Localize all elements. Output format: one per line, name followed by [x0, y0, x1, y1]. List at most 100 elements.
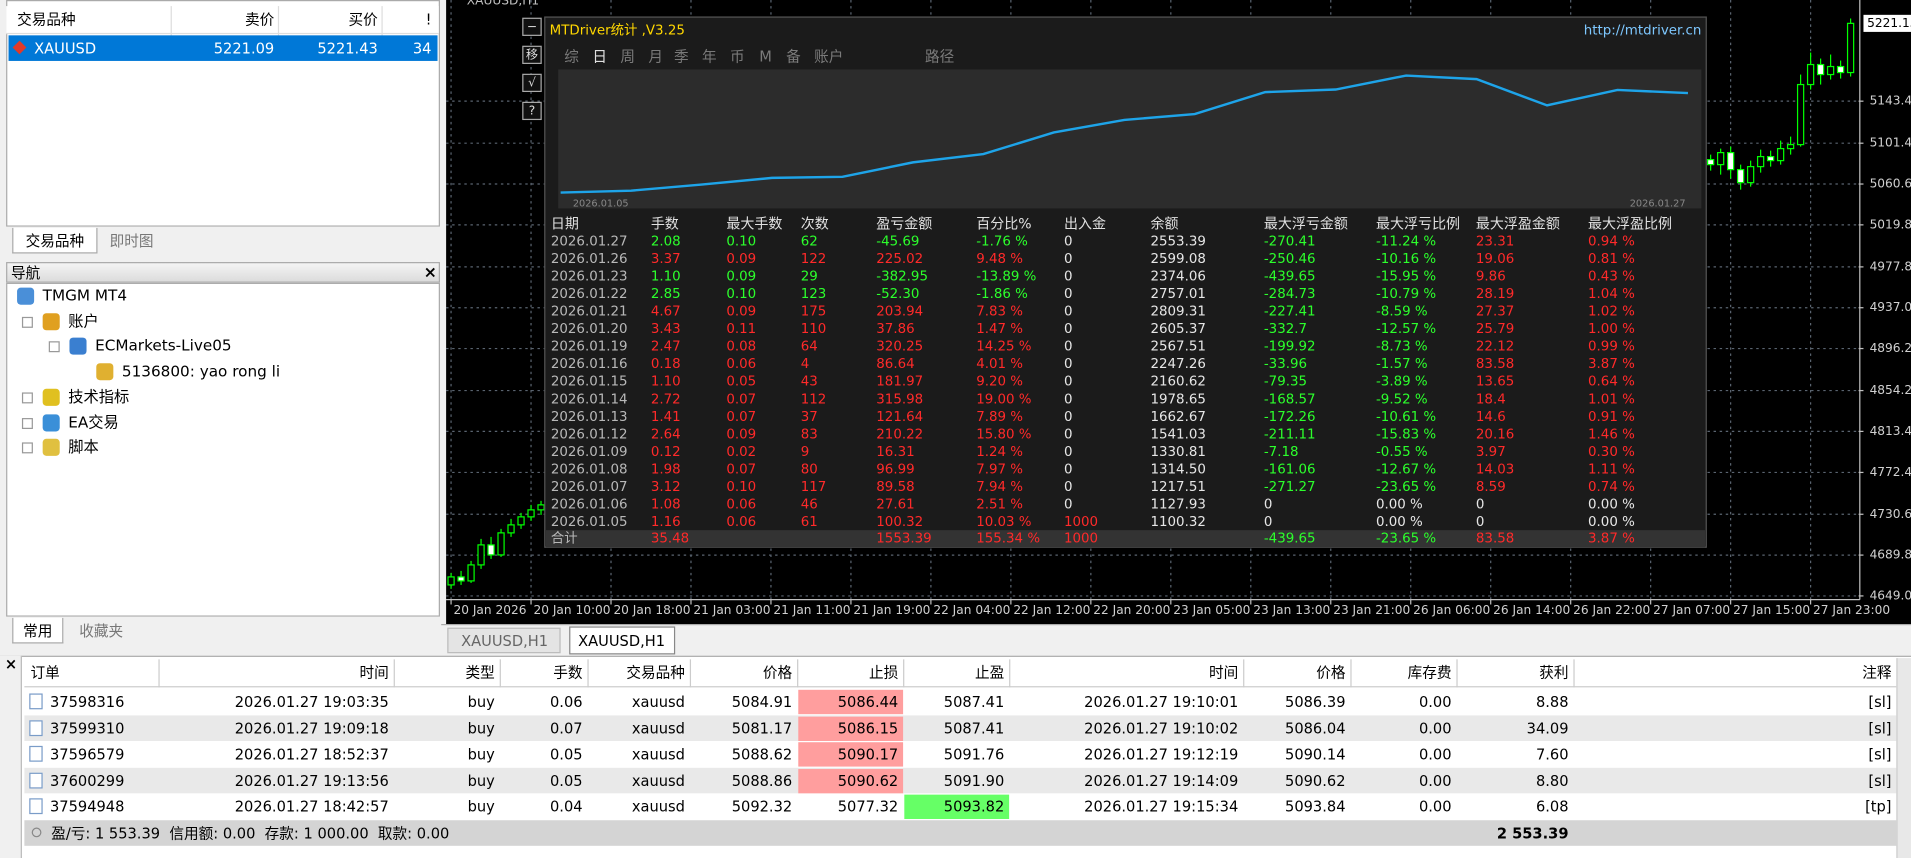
stats-cell: -10.61 %: [1376, 410, 1436, 425]
stats-cell: 0.64 %: [1588, 375, 1635, 390]
stats-cell: 2026.01.26: [551, 252, 628, 267]
order-cell: [tp]: [1865, 798, 1892, 816]
stats-total-row: [546, 530, 1706, 548]
candle-body: [1846, 22, 1855, 74]
stats-cell: 2.72: [651, 392, 681, 407]
order-cell: 2026.01.27 18:52:37: [234, 745, 389, 763]
stats-cell: 3.12: [651, 480, 681, 495]
stats-cell: 1.08: [651, 498, 681, 513]
stats-cell: 4: [801, 357, 810, 372]
y-tick-label: 4813.40: [1870, 424, 1911, 438]
terminal-header-cell: 时间: [359, 664, 389, 682]
stats-cell: 320.25: [876, 340, 923, 355]
stats-cell: 7.97 %: [976, 462, 1023, 477]
stats-cell: 2757.01: [1151, 287, 1206, 302]
y-tick-label: 4730.60: [1870, 507, 1911, 521]
chart-tab: [447, 627, 561, 654]
order-cell: 5092.32: [731, 798, 793, 816]
stats-cell: -332.7: [1264, 322, 1307, 337]
x-tick-label: 26 Jan 22:00: [1573, 603, 1650, 617]
stats-total-cell: 83.58: [1476, 532, 1514, 547]
order-cell: [sl]: [1868, 719, 1892, 737]
stats-cell: 0: [1064, 269, 1073, 284]
stats-cell: 23.31: [1476, 234, 1514, 249]
candle-body: [1826, 65, 1835, 76]
stats-header: 手数: [651, 216, 679, 232]
stats-cell: 0.02: [726, 445, 756, 460]
candle-body: [1726, 151, 1735, 171]
stats-cell: 2247.26: [1151, 357, 1206, 372]
stats-tab: 周: [620, 48, 635, 65]
stats-cell: 0: [1064, 480, 1073, 495]
stats-cell: 0.11: [726, 322, 756, 337]
order-cell: 5088.62: [731, 745, 793, 763]
stats-cell: 225.02: [876, 252, 923, 267]
stats-cell: 0.30 %: [1588, 445, 1635, 460]
stats-cell: 7.83 %: [976, 305, 1023, 320]
stats-cell: 1217.51: [1151, 480, 1206, 495]
current-price-label: 5221.15: [1867, 16, 1911, 30]
stats-cell: -45.69: [876, 234, 919, 249]
stats-tab: 季: [674, 48, 689, 65]
candle-body: [507, 524, 515, 534]
stats-cell: 0.10: [726, 234, 756, 249]
stats-cell: -8.59 %: [1376, 305, 1428, 320]
stats-cell: 86.64: [876, 357, 914, 372]
y-tick-label: 5019.80: [1870, 217, 1911, 231]
stats-cell: 3.43: [651, 322, 681, 337]
order-cell: buy: [467, 745, 495, 763]
order-cell: 0.00: [1418, 719, 1452, 737]
order-row: [24, 714, 1897, 741]
stats-cell: 2026.01.21: [551, 305, 628, 320]
stats-cell: 3.87 %: [1588, 357, 1635, 372]
overlay-button: [522, 101, 542, 121]
stats-cell: 1314.50: [1151, 462, 1206, 477]
stats-cell: -270.41: [1264, 234, 1316, 249]
tab: 即时图: [109, 232, 154, 250]
stats-cell: 0.05: [726, 375, 756, 390]
stats-cell: 0.00 %: [1376, 498, 1423, 513]
navigator-header: [6, 262, 440, 283]
stats-cell: 0: [1264, 515, 1273, 530]
y-tick-label: 4649.00: [1870, 588, 1911, 602]
terminal-header-cell: 库存费: [1407, 664, 1452, 682]
x-tick-label: 20 Jan 18:00: [613, 603, 690, 617]
stats-cell: 14.25 %: [976, 340, 1031, 355]
order-cell: buy: [467, 693, 495, 711]
graph-date: 2026.01.05: [573, 199, 629, 210]
stats-cell: 2026.01.08: [551, 462, 628, 477]
order-cell: 2026.01.27 19:10:02: [1084, 719, 1239, 737]
x-tick-label: 22 Jan 04:00: [933, 603, 1010, 617]
stats-cell: -0.55 %: [1376, 445, 1428, 460]
x-tick-label: 23 Jan 05:00: [1173, 603, 1250, 617]
order-cell: buy: [467, 719, 495, 737]
y-tick-label: 5060.60: [1870, 177, 1911, 191]
terminal-header-cell: 手数: [553, 664, 583, 682]
stats-cell: -52.30: [876, 287, 919, 302]
column-separator: [393, 659, 395, 688]
order-cell: 0.05: [549, 745, 583, 763]
candle-body: [1716, 151, 1725, 166]
order-icon: [29, 798, 43, 815]
terminal-header-cell: 价格: [1316, 664, 1346, 682]
stats-cell: 2605.37: [1151, 322, 1206, 337]
stats-cell: 1127.93: [1151, 498, 1206, 513]
order-cell: 2026.01.27 19:14:09: [1084, 772, 1239, 790]
stats-cell: 1.10: [651, 375, 681, 390]
order-cell: 2026.01.27 19:10:01: [1084, 693, 1239, 711]
stats-header: 最大浮亏金额: [1264, 216, 1348, 232]
order-icon: [29, 693, 43, 710]
stats-cell: 4.67: [651, 305, 681, 320]
order-row: [24, 741, 1897, 768]
stats-cell: 0: [1064, 357, 1073, 372]
order-cell: 0.05: [549, 772, 583, 790]
stats-cell: 1.98: [651, 462, 681, 477]
column-separator: [277, 6, 280, 61]
y-tick-label: 5101.40: [1870, 136, 1911, 150]
tree-expander: [48, 341, 60, 353]
stats-cell: 2026.01.13: [551, 410, 628, 425]
stats-cell: 122: [801, 252, 827, 267]
column-separator: [1009, 659, 1011, 688]
stats-cell: 0: [1064, 410, 1073, 425]
terminal-header-cell: 注释: [1862, 664, 1892, 682]
